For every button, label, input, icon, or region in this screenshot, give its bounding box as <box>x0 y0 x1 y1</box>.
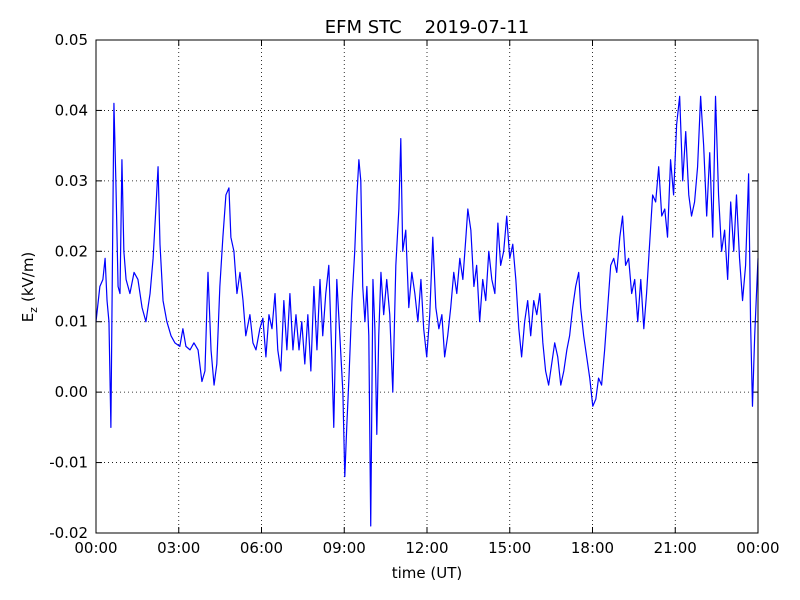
y-tick-label: -0.02 <box>49 524 88 542</box>
plot-frame <box>95 39 759 534</box>
x-tick-label: 00:00 <box>736 539 779 557</box>
x-tick-label: 21:00 <box>654 539 697 557</box>
x-tick-label: 09:00 <box>323 539 366 557</box>
data-line <box>95 95 759 527</box>
y-axis-label: Ez (kV/m) <box>19 252 40 323</box>
y-tick-label: 0.03 <box>55 172 88 190</box>
x-tick-label: 18:00 <box>571 539 614 557</box>
x-tick-label: 00:00 <box>74 539 117 557</box>
y-tick-label: 0.05 <box>55 31 88 49</box>
chart-title: EFM STC 2019-07-11 <box>325 17 529 38</box>
x-axis-label: time (UT) <box>392 564 463 582</box>
y-tick-label: 0.02 <box>55 242 88 260</box>
x-tick-label: 03:00 <box>157 539 200 557</box>
y-axis-label-main: E <box>19 313 37 322</box>
y-tick-label: 0.01 <box>55 313 88 331</box>
x-tick-label: 12:00 <box>405 539 448 557</box>
x-tick-label: 15:00 <box>488 539 531 557</box>
y-tick-label: -0.01 <box>49 454 88 472</box>
y-tick-label: 0.00 <box>55 383 88 401</box>
y-axis-label-sub: z <box>27 307 40 313</box>
y-axis-label-unit: (kV/m) <box>19 252 37 302</box>
x-tick-label: 06:00 <box>240 539 283 557</box>
y-tick-label: 0.04 <box>55 101 88 119</box>
